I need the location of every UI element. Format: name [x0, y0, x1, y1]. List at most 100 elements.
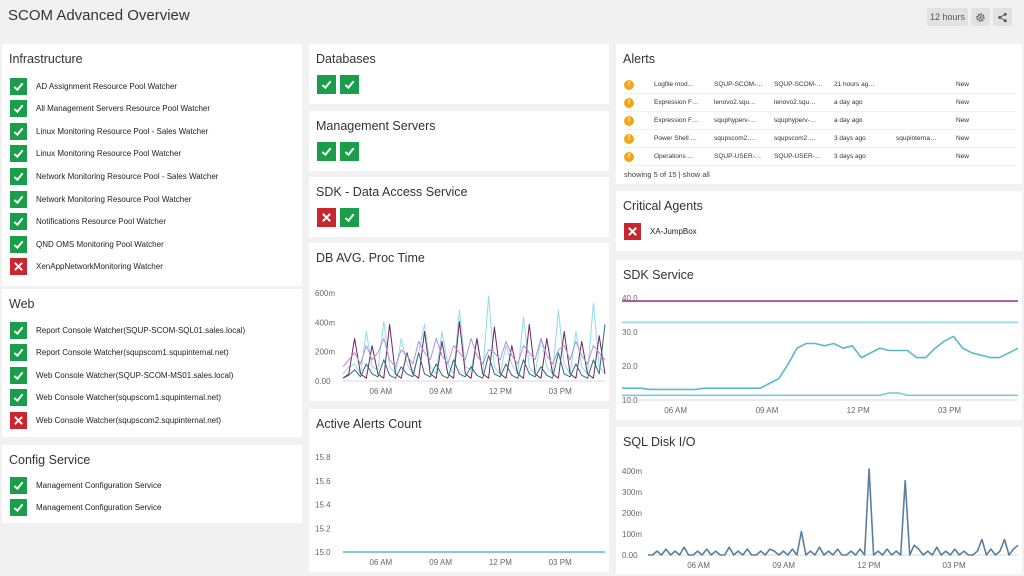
y-tick-label: 0.00 [315, 377, 331, 386]
monitor-row[interactable]: Network Monitoring Resource Pool - Sales… [10, 167, 218, 185]
alert-cell: squpinterna… [896, 135, 937, 142]
alerts-footer[interactable]: showing 5 of 15 | show all [624, 170, 710, 179]
alert-cell: Expression F… [654, 99, 699, 106]
alert-cell: New [956, 81, 970, 88]
monitor-row[interactable]: Network Monitoring Resource Pool Watcher [10, 190, 191, 208]
x-tick-label: 03 PM [549, 387, 572, 396]
db-proc-time-tile: DB AVG. Proc Time 600m 400m 200m 0.00 06 AM 0… [309, 243, 609, 401]
monitor-row[interactable]: Notifications Resource Pool Watcher [10, 213, 166, 231]
healthy-state-icon [10, 499, 27, 517]
y-tick-label: 200m [622, 509, 642, 518]
alert-row[interactable]: ! Operations … SQUP-USER-… SQUP-USER-… 3 day… [624, 148, 1016, 166]
alerts-table: ! Logfile mod… SQUP-SCOM-… SQUP-SCOM-… 21 ho… [624, 76, 1016, 179]
series-line-2 [622, 335, 1019, 391]
monitor-row[interactable]: XenAppNetworkMonitoring Watcher [10, 258, 163, 276]
warning-icon: ! [624, 151, 634, 162]
monitor-label: Report Console Watcher(SQUP-SCOM-SQL01.s… [36, 325, 246, 335]
page-title: SCOM Advanced Overview [8, 7, 190, 24]
sql-disk-io-tile: SQL Disk I/O 400m 300m 200m 100m 0.00 06 AM 09… [616, 427, 1022, 574]
alert-cell: New [956, 117, 970, 124]
series-line-2 [342, 338, 606, 368]
y-tick-label: 10.0 [622, 396, 638, 405]
monitor-row[interactable]: Report Console Watcher(SQUP-SCOM-SQL01.s… [10, 321, 245, 339]
healthy-state-icon[interactable] [340, 208, 359, 227]
databases-title: Databases [316, 52, 376, 66]
alert-cell: Power Shell … [654, 135, 697, 142]
alert-cell: New [956, 153, 970, 160]
critical-state-icon [10, 258, 27, 276]
alert-cell: squphyperv-… [714, 117, 757, 124]
x-tick-label: 03 PM [943, 561, 966, 570]
sdk-access-title: SDK - Data Access Service [316, 185, 468, 199]
alert-cell: a day ago [834, 99, 863, 106]
databases-tile: Databases [309, 44, 609, 104]
alert-cell: lenovo2.squ… [714, 99, 756, 106]
monitor-label: Linux Monitoring Resource Pool - Sales W… [36, 126, 209, 136]
healthy-state-icon[interactable] [340, 142, 359, 161]
monitor-row[interactable]: Linux Monitoring Resource Pool Watcher [10, 145, 181, 163]
monitor-row[interactable]: Linux Monitoring Resource Pool - Sales W… [10, 122, 208, 140]
monitor-row[interactable]: XA-JumpBox [624, 222, 697, 240]
top-bar: SCOM Advanced Overview 12 hours [0, 0, 1024, 36]
healthy-state-icon[interactable] [317, 75, 336, 94]
web-tile: Web Report Console Watcher(SQUP-SCOM-SQL… [2, 289, 302, 437]
x-tick-label: 03 PM [938, 406, 961, 415]
x-tick-label: 06 AM [664, 406, 687, 415]
x-tick-label: 09 AM [772, 561, 795, 570]
monitor-label: Web Console Watcher(SQUP-SCOM-MS01.sales… [36, 370, 234, 380]
alert-row[interactable]: ! Power Shell … squpscom2.… squpscom2.… 3 da… [624, 130, 1016, 148]
y-tick-label: 15.6 [315, 477, 331, 486]
monitor-row[interactable]: Management Configuration Service [10, 499, 161, 517]
monitor-label: Management Configuration Service [36, 503, 162, 513]
monitor-row[interactable]: QND OMS Monitoring Pool Watcher [10, 235, 164, 253]
monitor-label: Report Console Watcher(squpscom1.squpint… [36, 348, 229, 358]
alert-row[interactable]: ! Logfile mod… SQUP-SCOM-… SQUP-SCOM-… 21 ho… [624, 76, 1016, 94]
critical-state-icon[interactable] [317, 208, 336, 227]
series-line-3 [622, 392, 1018, 397]
alert-row[interactable]: ! Expression F… squphyperv-… squphyperv-… a … [624, 112, 1016, 130]
monitor-row[interactable]: All Management Servers Resource Pool Wat… [10, 100, 210, 118]
management-servers-states [317, 142, 359, 161]
alert-cell: SQUP-SCOM-… [774, 81, 823, 88]
healthy-state-icon [10, 476, 27, 494]
monitor-row[interactable]: Web Console Watcher(squpscom1.squpintern… [10, 389, 221, 407]
warning-icon: ! [624, 115, 634, 126]
monitor-label: Notifications Resource Pool Watcher [36, 217, 166, 227]
y-tick-label: 600m [315, 289, 335, 298]
alert-cell: SQUP-SCOM-… [714, 81, 763, 88]
y-tick-label: 15.0 [315, 548, 331, 557]
critical-state-icon [624, 222, 641, 240]
x-tick-label: 12 PM [847, 406, 870, 415]
monitor-row[interactable]: Report Console Watcher(squpscom1.squpint… [10, 344, 229, 362]
db-proc-time-title: DB AVG. Proc Time [316, 251, 425, 265]
y-tick-label: 15.2 [315, 524, 331, 533]
settings-button[interactable] [971, 8, 990, 26]
sql-disk-io-title: SQL Disk I/O [623, 435, 696, 449]
critical-agents-tile: Critical Agents XA-JumpBox [616, 191, 1022, 251]
y-tick-label: 30.0 [622, 328, 638, 337]
sdk-access-tile: SDK - Data Access Service [309, 177, 609, 237]
critical-agents-title: Critical Agents [623, 199, 703, 213]
monitor-row[interactable]: Management Configuration Service [10, 476, 161, 494]
alert-cell: 3 days ago [834, 135, 866, 142]
alert-cell: New [956, 99, 970, 106]
monitor-row[interactable]: Web Console Watcher(SQUP-SCOM-MS01.sales… [10, 366, 233, 384]
sdk-service-title: SDK Service [623, 268, 694, 282]
management-servers-title: Management Servers [316, 119, 436, 133]
warning-icon: ! [624, 97, 634, 108]
x-tick-label: 09 AM [429, 558, 452, 567]
y-tick-label: 15.4 [315, 501, 331, 510]
alert-cell: SQUP-USER-… [714, 153, 762, 160]
active-alerts-title: Active Alerts Count [316, 417, 422, 431]
healthy-state-icon[interactable] [317, 142, 336, 161]
monitor-row[interactable]: AD Assignment Resource Pool Watcher [10, 77, 177, 95]
y-tick-label: 0.00 [622, 551, 638, 560]
healthy-state-icon [10, 321, 27, 339]
alert-row[interactable]: ! Expression F… lenovo2.squ… lenovo2.squ… a … [624, 94, 1016, 112]
share-button[interactable] [993, 8, 1012, 26]
series-line-1 [342, 321, 606, 379]
timespan-button[interactable]: 12 hours [927, 8, 968, 26]
monitor-row[interactable]: Web Console Watcher(squpscom2.squpintern… [10, 411, 221, 429]
healthy-state-icon[interactable] [340, 75, 359, 94]
x-tick-label: 12 PM [857, 561, 880, 570]
